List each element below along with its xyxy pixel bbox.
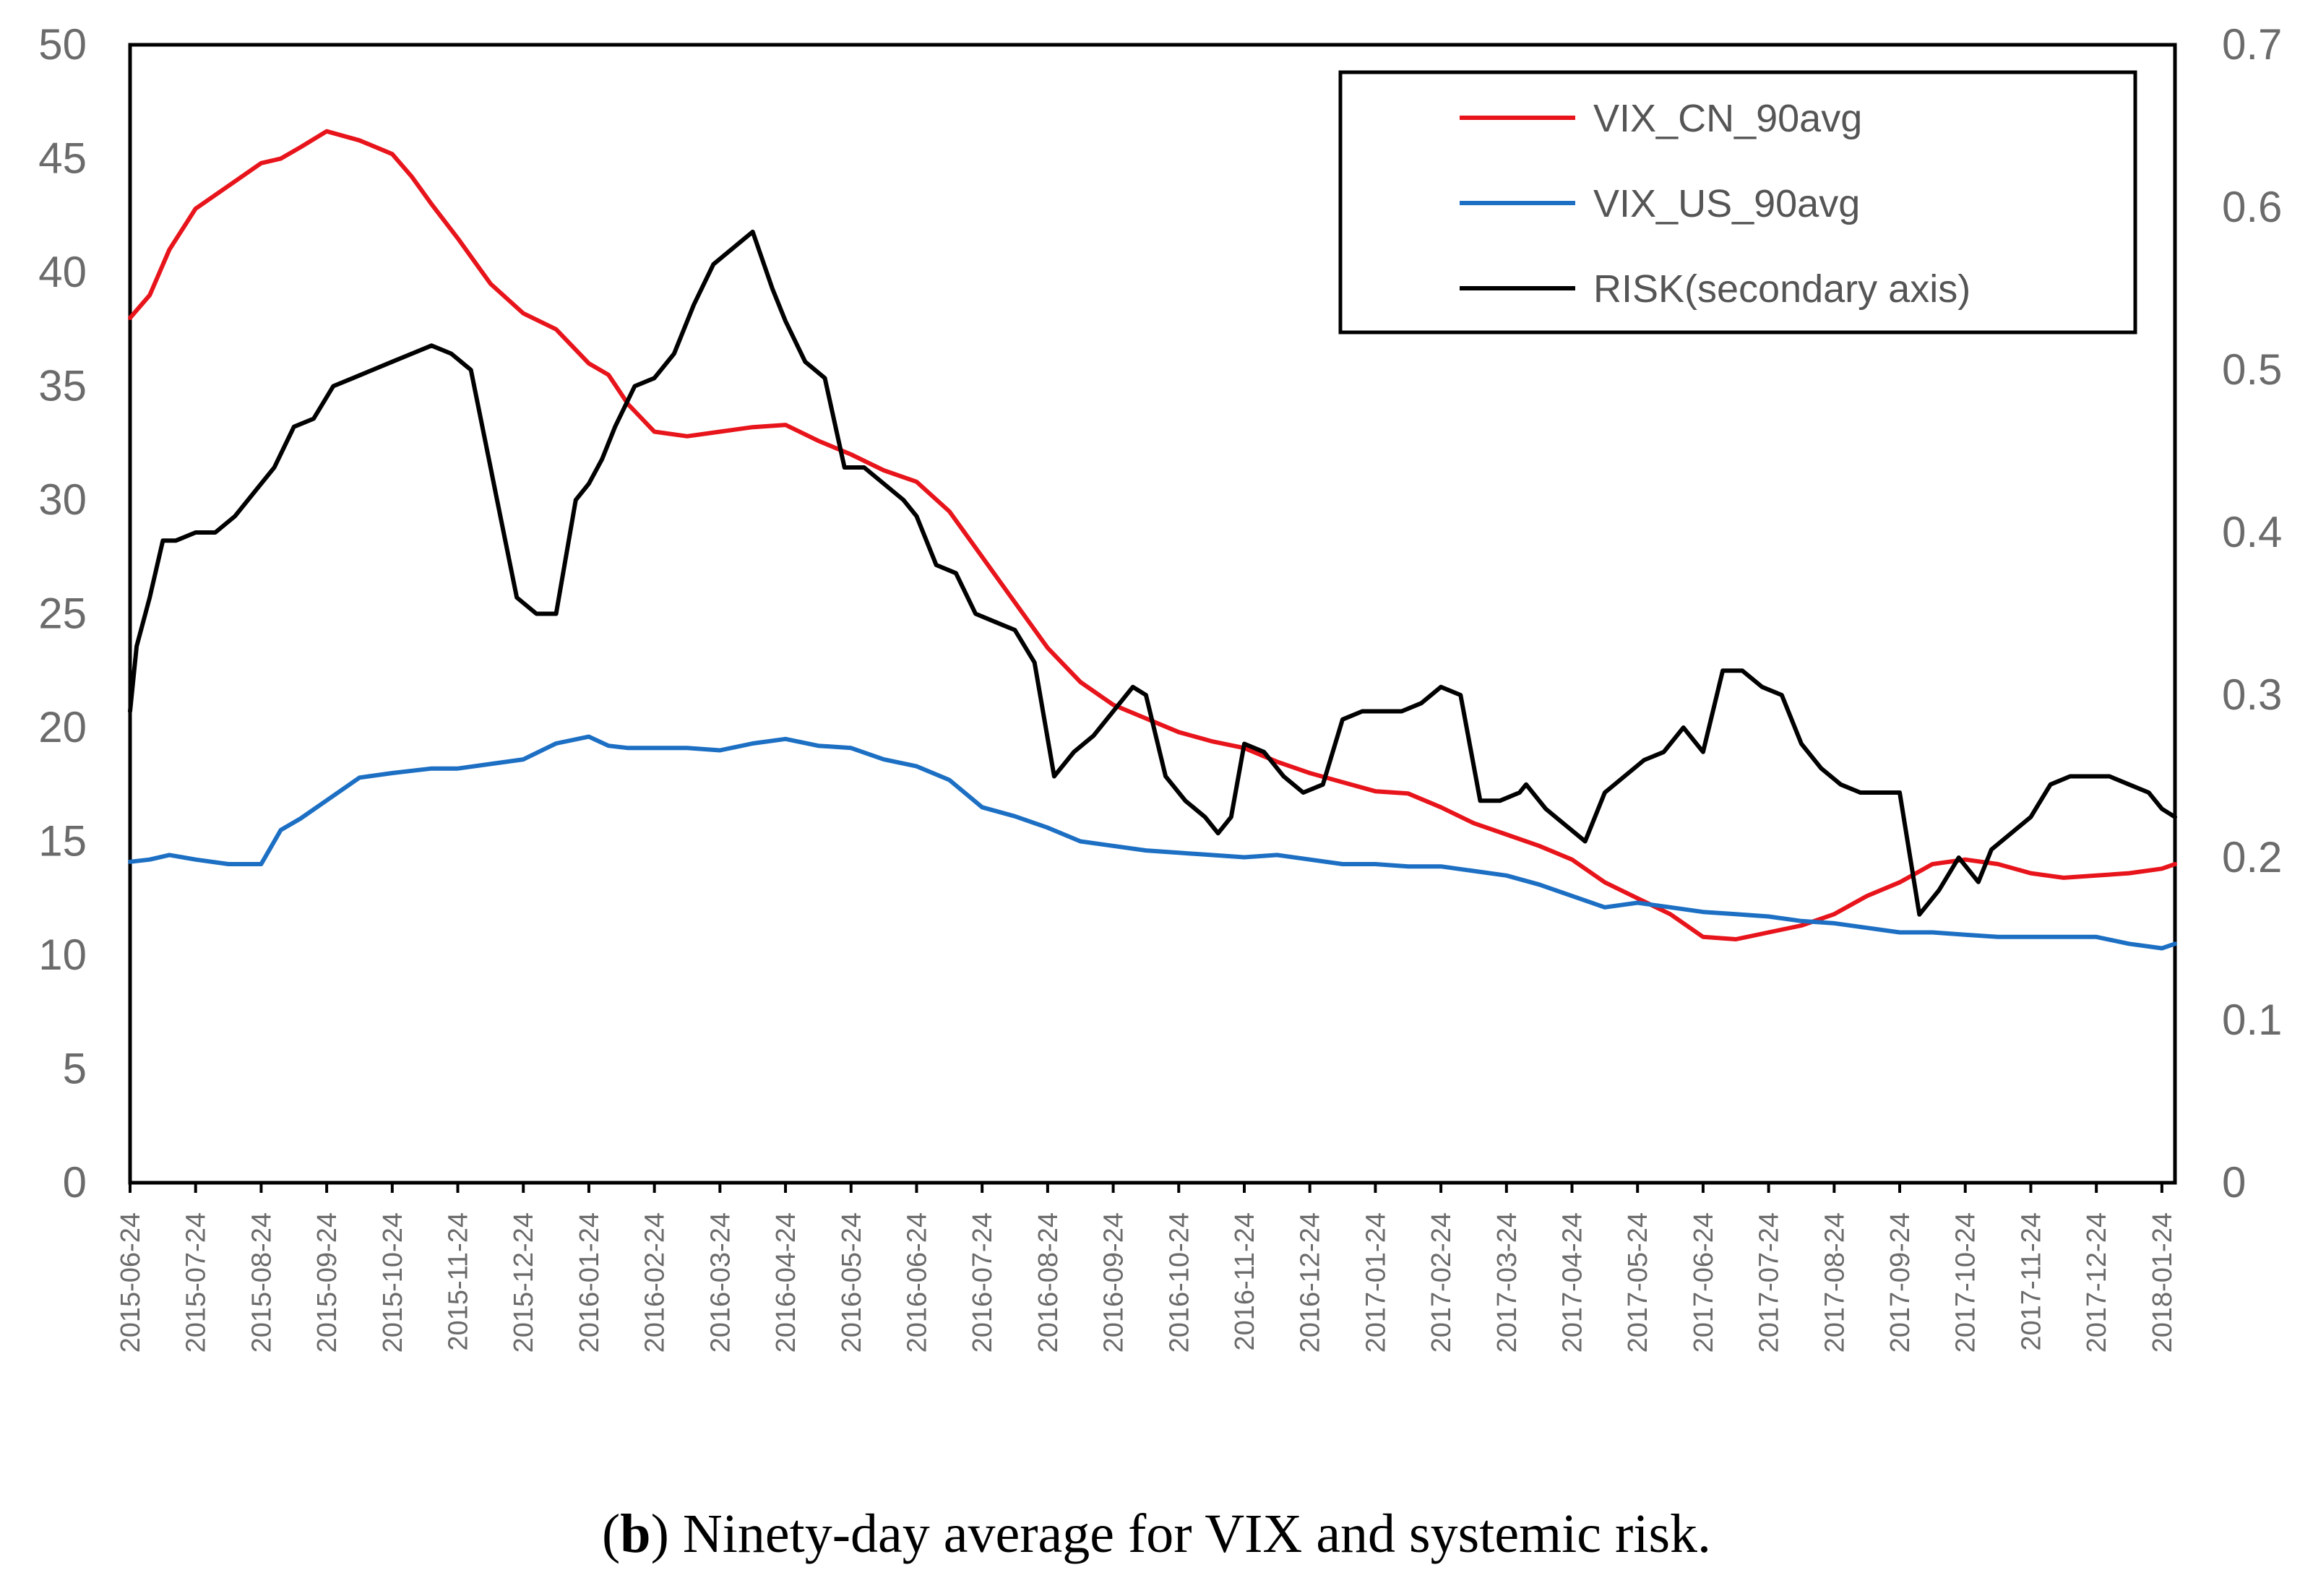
x-tick-label: 2016-03-24 xyxy=(705,1212,736,1353)
x-tick-label: 2015-12-24 xyxy=(509,1212,539,1353)
series-line-0 xyxy=(128,129,2177,941)
x-tick-label: 2017-03-24 xyxy=(1492,1212,1522,1353)
caption-open: ( xyxy=(601,1504,621,1564)
x-tick-label: 2018-01-24 xyxy=(2148,1212,2178,1353)
caption-letter: b xyxy=(620,1504,651,1564)
x-tick-label: 2017-01-24 xyxy=(1361,1212,1391,1353)
x-tick-label: 2017-02-24 xyxy=(1426,1212,1457,1353)
y-left-tick-label: 35 xyxy=(38,362,87,410)
y-left-tick-label: 15 xyxy=(38,817,87,866)
x-tick-label: 2015-06-24 xyxy=(116,1212,146,1353)
figure-caption: (b) Ninety-day average for VIX and syste… xyxy=(0,1503,2313,1566)
plot-area-frame xyxy=(128,43,2177,1185)
y-right-tick-label: 0.4 xyxy=(2222,508,2282,556)
y-right-tick-label: 0.6 xyxy=(2222,183,2282,231)
y-right-tick-label: 0 xyxy=(2222,1158,2246,1207)
x-tick-label: 2016-09-24 xyxy=(1099,1212,1129,1353)
x-tick-label: 2017-09-24 xyxy=(1885,1212,1916,1353)
series-group xyxy=(128,129,2177,951)
x-tick-label: 2017-04-24 xyxy=(1558,1212,1588,1353)
x-tick-label: 2015-11-24 xyxy=(444,1212,474,1351)
caption-text: ) Ninety-day average for VIX and systemi… xyxy=(650,1504,1712,1564)
x-tick-label: 2017-10-24 xyxy=(1951,1212,1981,1353)
legend-label: VIX_US_90avg xyxy=(1593,182,1860,225)
y-left-tick-label: 25 xyxy=(38,590,87,638)
x-tick-label: 2016-02-24 xyxy=(640,1212,671,1353)
y-right-tick-label: 0.5 xyxy=(2222,345,2282,394)
y-left-tick-label: 0 xyxy=(63,1158,87,1207)
y-right-tick-label: 0.3 xyxy=(2222,670,2282,719)
y-left-tick-label: 45 xyxy=(38,134,87,183)
x-tick-label: 2017-12-24 xyxy=(2082,1212,2112,1353)
x-tick-label: 2016-12-24 xyxy=(1296,1212,1326,1353)
series-line-2 xyxy=(128,229,2177,917)
x-tick-label: 2016-06-24 xyxy=(902,1212,932,1353)
x-tick-label: 2017-05-24 xyxy=(1623,1212,1653,1353)
x-axis: 2015-06-24 2015-07-24 2015-08-24 2015-09-24… xyxy=(116,1183,2178,1353)
y-right-tick-label: 0.1 xyxy=(2222,996,2282,1044)
x-tick-label: 2016-04-24 xyxy=(771,1212,801,1353)
y-left-tick-label: 30 xyxy=(38,475,87,524)
series-line-1 xyxy=(128,734,2177,951)
x-tick-label: 2015-09-24 xyxy=(312,1212,343,1353)
x-tick-label: 2016-11-24 xyxy=(1230,1212,1260,1351)
x-tick-label: 2017-08-24 xyxy=(1819,1212,1850,1353)
y-right-tick-label: 0.2 xyxy=(2222,833,2282,881)
x-tick-label: 2015-07-24 xyxy=(181,1212,212,1353)
x-tick-label: 2016-10-24 xyxy=(1164,1212,1194,1353)
x-tick-label: 2015-10-24 xyxy=(378,1212,408,1353)
y-left-tick-label: 20 xyxy=(38,703,87,751)
x-tick-label: 2017-07-24 xyxy=(1754,1212,1785,1353)
x-tick-label: 2017-06-24 xyxy=(1689,1212,1719,1353)
y-left-tick-label: 40 xyxy=(38,248,87,296)
x-tick-label: 2016-05-24 xyxy=(837,1212,867,1353)
x-tick-label: 2016-07-24 xyxy=(968,1212,998,1353)
x-tick-label: 2017-11-24 xyxy=(2016,1212,2046,1351)
y-left-tick-label: 10 xyxy=(38,931,87,979)
y-axis-right: 0 0.1 0.2 0.3 0.4 0.5 0.6 0.7 xyxy=(2222,20,2282,1207)
legend-label: RISK(secondary axis) xyxy=(1593,267,1970,311)
y-left-tick-label: 50 xyxy=(38,20,87,69)
legend-label: VIX_CN_90avg xyxy=(1593,97,1862,140)
chart: 0 5 10 15 20 25 30 35 40 45 50 0 0.1 0.2 0.3 0.4 0.5 0.6… xyxy=(38,20,2282,1353)
x-tick-label: 2016-01-24 xyxy=(574,1212,605,1353)
y-left-tick-label: 5 xyxy=(63,1045,87,1093)
y-right-tick-label: 0.7 xyxy=(2222,20,2282,69)
legend: VIX_CN_90avg VIX_US_90avg RISK(secondary a… xyxy=(1338,70,2137,335)
y-axis-left: 0 5 10 15 20 25 30 35 40 45 50 xyxy=(38,20,87,1207)
x-tick-label: 2016-08-24 xyxy=(1033,1212,1064,1353)
x-tick-label: 2015-08-24 xyxy=(246,1212,277,1353)
